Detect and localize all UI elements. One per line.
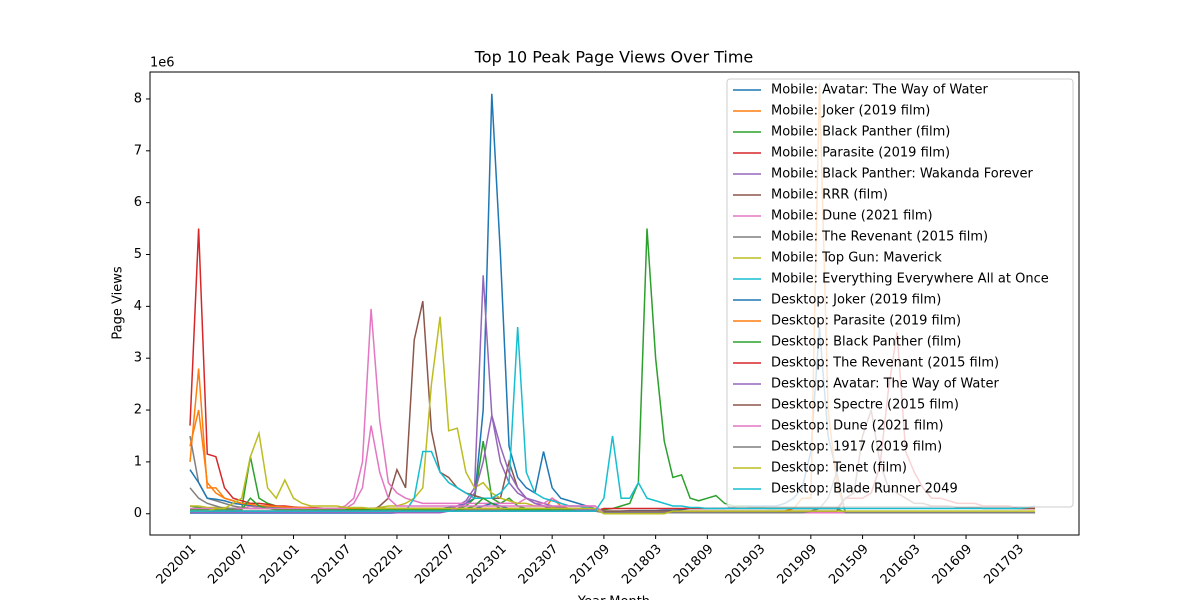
y-tick-label: 0 [134, 506, 142, 521]
legend-label: Desktop: 1917 (2019 film) [771, 440, 942, 455]
legend: Mobile: Avatar: The Way of Water Mobile: … [726, 78, 1074, 508]
legend-label: Desktop: Black Panther (film) [771, 335, 961, 350]
y-tick-label: 5 [134, 247, 142, 262]
plot-frame [149, 71, 1080, 536]
legend-label: Mobile: Dune (2021 film) [771, 209, 933, 224]
legend-label: Mobile: Black Panther (film) [771, 125, 950, 140]
legend-label: Desktop: Dune (2021 film) [771, 419, 944, 434]
y-tick-label: 8 [134, 91, 142, 106]
y-tick-label: 4 [134, 299, 142, 314]
y-tick-label: 6 [134, 195, 142, 210]
legend-label: Desktop: Avatar: The Way of Water [771, 377, 999, 392]
legend-label: Desktop: The Revenant (2015 film) [771, 356, 999, 371]
legend-label: Desktop: Joker (2019 film) [771, 293, 941, 308]
y-axis-label: Page Views [111, 266, 126, 339]
legend-label: Mobile: The Revenant (2015 film) [771, 230, 988, 245]
legend-label: Mobile: Joker (2019 film) [771, 104, 930, 119]
y-tick-label: 2 [134, 403, 142, 418]
plot-area [189, 83, 1036, 515]
legend-label: Mobile: Avatar: The Way of Water [771, 83, 989, 98]
chart-title: Top 10 Peak Page Views Over Time [474, 48, 754, 67]
y-tick-label: 1 [134, 454, 142, 469]
legend-label: Mobile: Top Gun: Maverick [771, 251, 942, 266]
y-tick-label: 3 [134, 351, 142, 366]
series-line [190, 430, 1036, 515]
series-line [190, 435, 1036, 512]
legend-label: Desktop: Tenet (film) [771, 461, 907, 476]
legend-label: Desktop: Spectre (2015 film) [771, 398, 959, 413]
legend-label: Desktop: Blade Runner 2049 [771, 482, 958, 497]
legend-label: Mobile: Everything Everywhere All at Onc… [771, 272, 1049, 287]
legend-box [726, 78, 1074, 508]
legend-label: Mobile: RRR (film) [771, 188, 888, 203]
y-offset-label: 1e6 [150, 56, 175, 71]
legend-label: Mobile: Parasite (2019 film) [771, 146, 950, 161]
y-tick-label: 7 [134, 143, 142, 158]
x-axis-label: Year-Month [577, 595, 650, 600]
legend-label: Desktop: Parasite (2019 film) [771, 314, 961, 329]
legend-label: Mobile: Black Panther: Wakanda Forever [771, 167, 1033, 182]
